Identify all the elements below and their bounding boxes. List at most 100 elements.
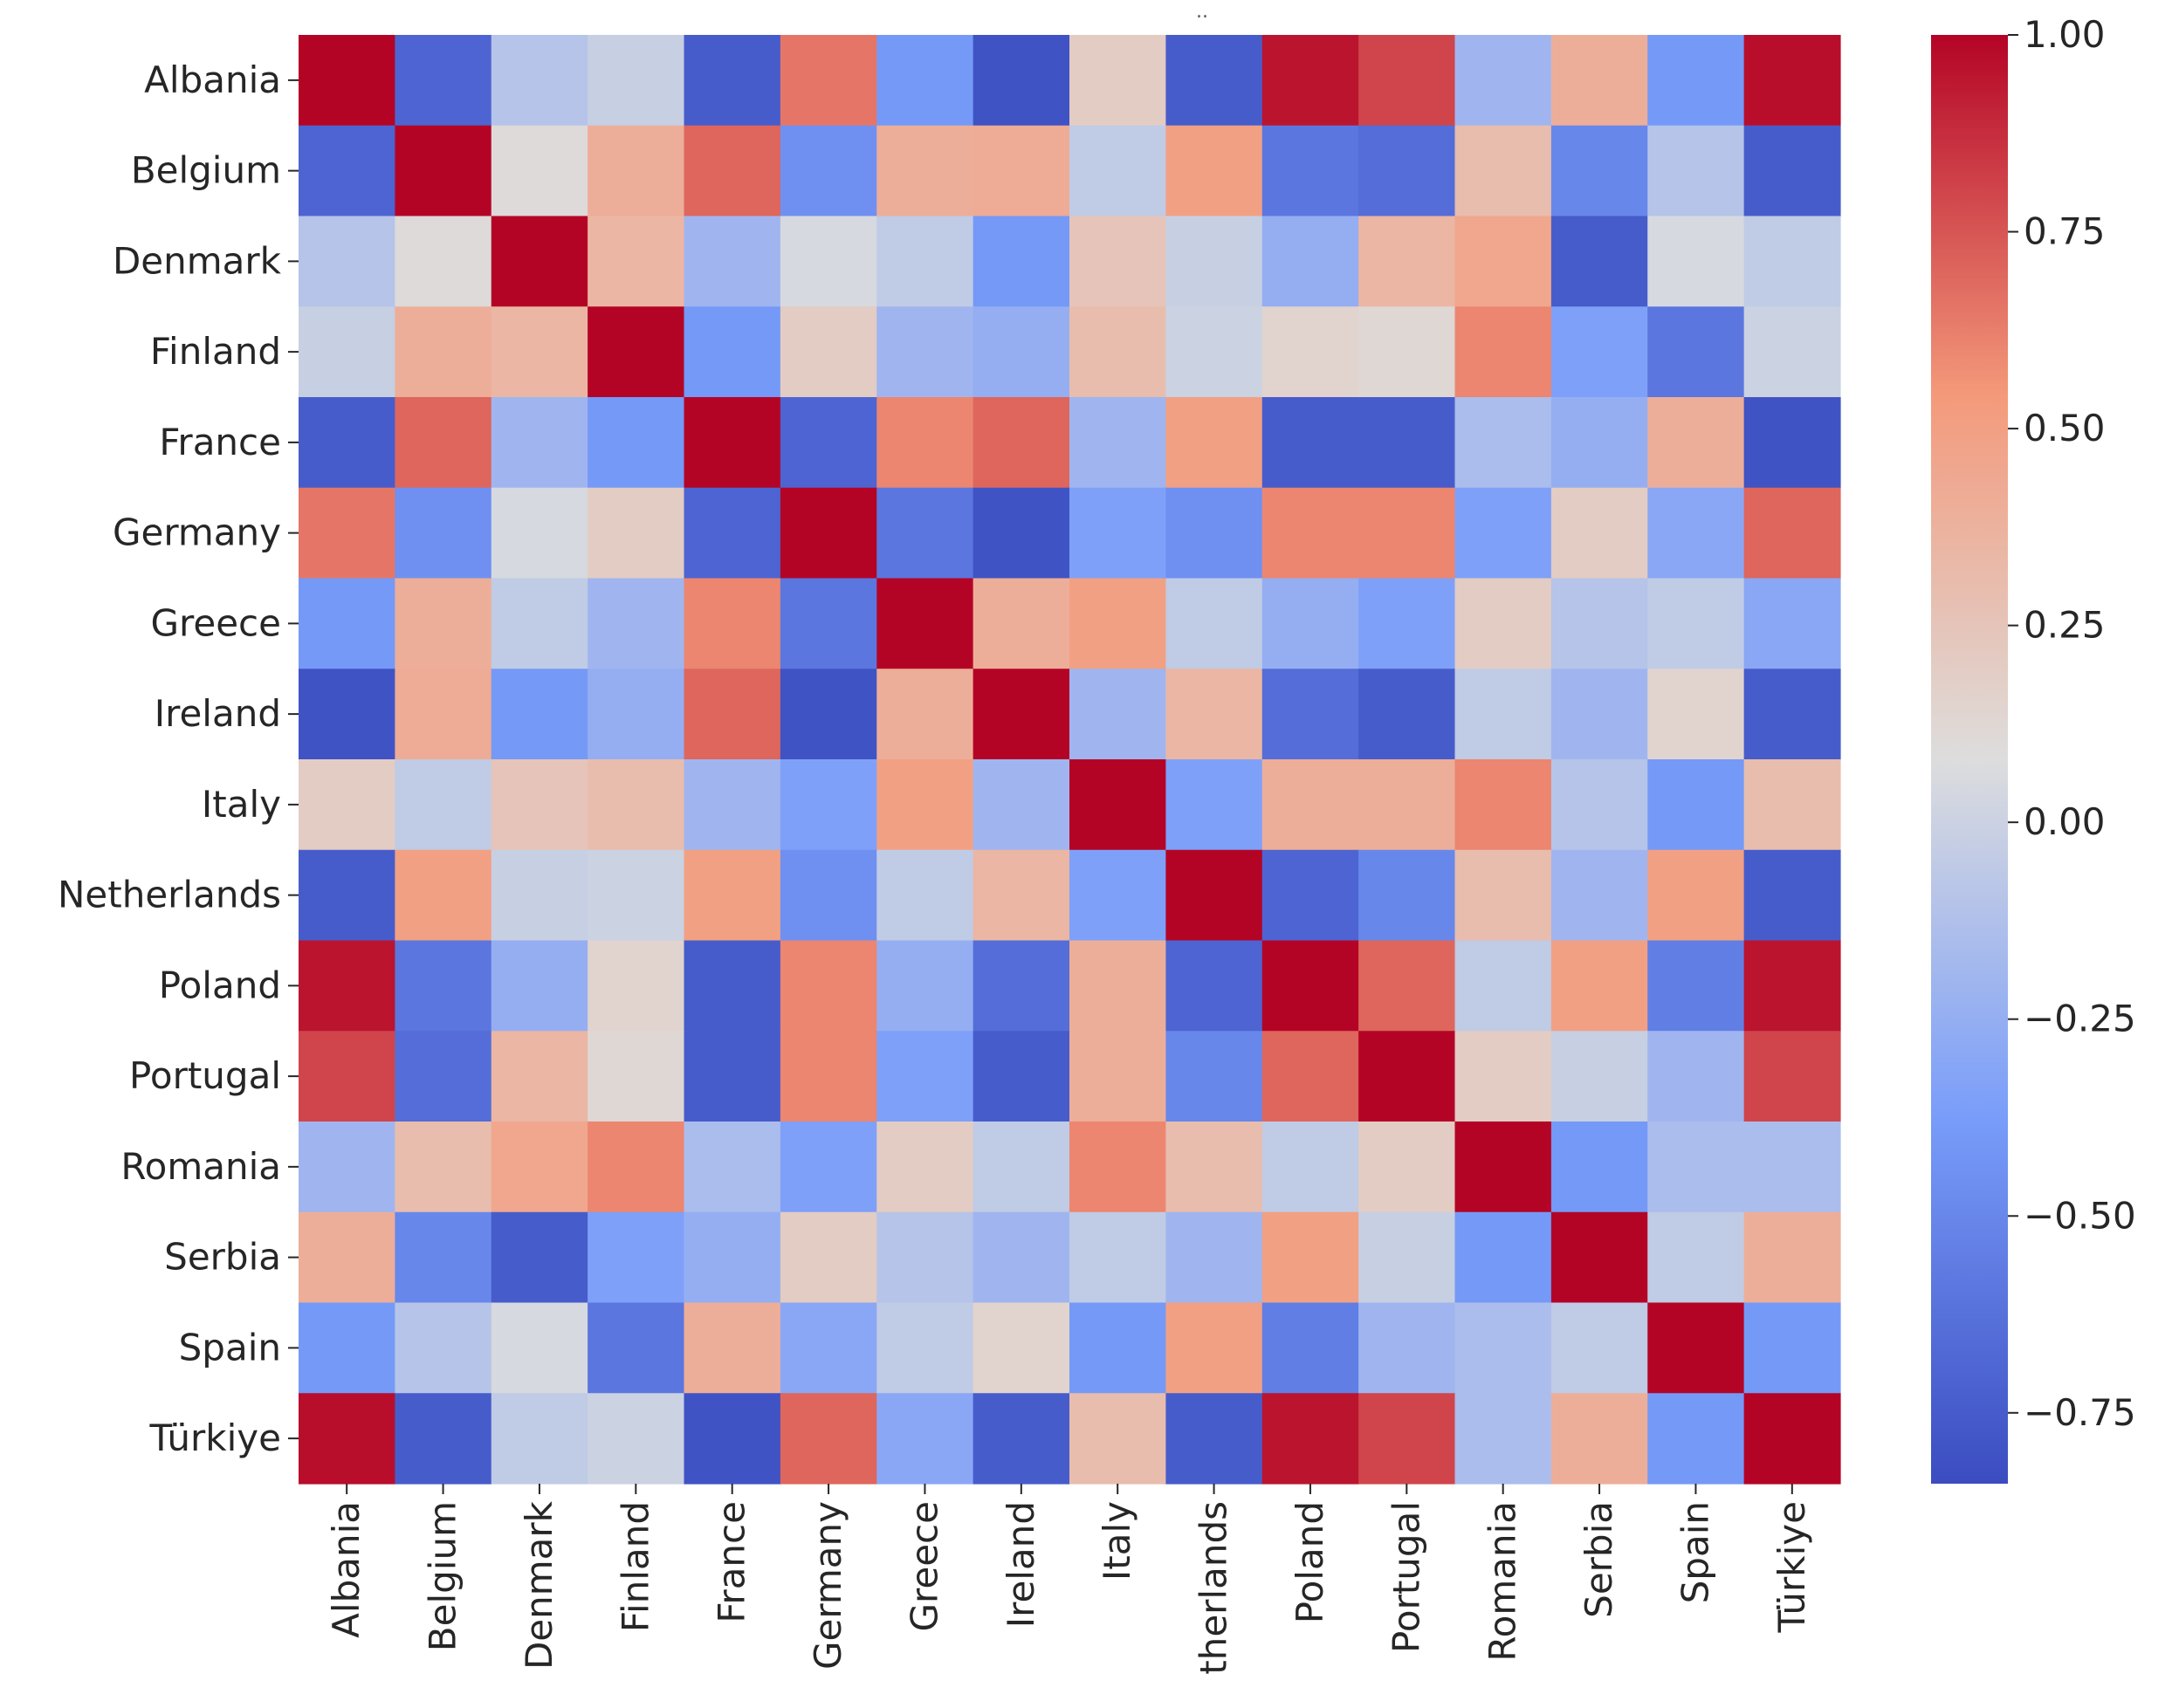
colorbar-tick-label: −0.50 [2024, 1194, 2136, 1237]
heatmap-cell-5-13 [1550, 487, 1648, 580]
heatmap-cell-15-14 [1647, 1393, 1745, 1485]
heatmap-cell-14-11 [1358, 1302, 1456, 1394]
heatmap-cell-12-0 [299, 1122, 395, 1213]
heatmap-cell-10-14 [1647, 940, 1745, 1032]
heatmap-cell-10-10 [1261, 940, 1359, 1032]
heatmap-cell-5-15 [1743, 487, 1841, 580]
heatmap-cell-7-1 [395, 669, 492, 760]
heatmap-cell-10-12 [1454, 940, 1552, 1032]
heatmap-cell-8-9 [1165, 759, 1263, 851]
heatmap-cell-4-2 [491, 397, 588, 489]
column-label: therlands [1193, 1501, 1235, 1675]
heatmap-cell-2-15 [1743, 216, 1841, 307]
heatmap-cell-7-2 [491, 669, 588, 760]
heatmap-cell-14-4 [684, 1302, 781, 1394]
heatmap-cell-10-4 [684, 940, 781, 1032]
heatmap-cell-4-10 [1261, 397, 1359, 489]
row-label: Türkiye [149, 1416, 281, 1459]
heatmap-cell-8-13 [1550, 759, 1648, 851]
heatmap-cell-14-9 [1165, 1302, 1263, 1394]
heatmap-cell-9-4 [684, 849, 781, 942]
heatmap-cell-14-10 [1261, 1302, 1359, 1394]
heatmap-cell-14-2 [491, 1302, 588, 1394]
column-label: Romania [1481, 1501, 1524, 1662]
heatmap-cell-9-5 [780, 849, 877, 942]
heatmap-cell-9-11 [1358, 849, 1456, 942]
heatmap-cell-3-9 [1165, 306, 1263, 398]
heatmap-cell-9-9 [1165, 849, 1263, 942]
row-labels: Albania Belgium Denmark Finland France German… [58, 58, 299, 1459]
heatmap-cell-13-2 [491, 1211, 588, 1304]
heatmap-cell-4-3 [588, 397, 685, 489]
heatmap-cell-5-0 [299, 487, 395, 580]
heatmap-cell-3-6 [876, 306, 974, 398]
heatmap-cell-5-4 [684, 487, 781, 580]
heatmap-cell-9-8 [1069, 849, 1166, 942]
heatmap-cell-0-10 [1261, 35, 1359, 127]
heatmap-cell-14-14 [1647, 1302, 1745, 1394]
heatmap-cell-6-5 [780, 578, 877, 669]
heatmap-cell-6-1 [395, 578, 492, 669]
heatmap-cell-10-1 [395, 940, 492, 1032]
heatmap-cell-7-4 [684, 669, 781, 760]
heatmap-cell-10-15 [1743, 940, 1841, 1032]
heatmap-cell-6-3 [588, 578, 685, 669]
heatmap-cell-8-10 [1261, 759, 1359, 851]
heatmap-cell-6-15 [1743, 578, 1841, 669]
heatmap-cell-1-5 [780, 125, 877, 217]
heatmap-cell-15-1 [395, 1393, 492, 1485]
column-label: Denmark [518, 1500, 560, 1670]
heatmap-cell-4-9 [1165, 397, 1263, 489]
column-label: Greece [903, 1501, 945, 1632]
heatmap-cell-12-10 [1261, 1122, 1359, 1213]
heatmap-cell-7-14 [1647, 669, 1745, 760]
heatmap-cell-0-4 [684, 35, 781, 127]
heatmap-cell-8-6 [876, 759, 974, 851]
heatmap-cell-11-3 [588, 1031, 685, 1122]
heatmap-cell-15-8 [1069, 1393, 1166, 1485]
heatmap-cell-8-5 [780, 759, 877, 851]
heatmap-cell-2-0 [299, 216, 395, 307]
heatmap-cell-12-1 [395, 1122, 492, 1213]
heatmap-cell-7-15 [1743, 669, 1841, 760]
heatmap-cell-10-6 [876, 940, 974, 1032]
heatmap-cell-5-11 [1358, 487, 1456, 580]
heatmap-cell-11-15 [1743, 1031, 1841, 1122]
row-label: Germany [113, 511, 281, 554]
heatmap-cell-7-5 [780, 669, 877, 760]
heatmap-cell-12-3 [588, 1122, 685, 1213]
heatmap-cell-9-0 [299, 849, 395, 942]
heatmap-cell-8-4 [684, 759, 781, 851]
heatmap-cell-3-11 [1358, 306, 1456, 398]
heatmap-cell-0-5 [780, 35, 877, 127]
heatmap-cell-0-12 [1454, 35, 1552, 127]
heatmap-cell-11-2 [491, 1031, 588, 1122]
row-label: Spain [179, 1326, 281, 1368]
heatmap-cell-13-13 [1550, 1211, 1648, 1304]
heatmap-cell-3-3 [588, 306, 685, 398]
heatmap-cell-12-7 [973, 1122, 1070, 1213]
heatmap-cell-1-11 [1358, 125, 1456, 217]
heatmap-cell-3-13 [1550, 306, 1648, 398]
heatmap-cell-14-13 [1550, 1302, 1648, 1394]
colorbar-tick-label: −0.25 [2024, 998, 2136, 1040]
heatmap-cell-15-10 [1261, 1393, 1359, 1485]
heatmap-cell-7-13 [1550, 669, 1648, 760]
heatmap-cell-15-3 [588, 1393, 685, 1485]
column-label: Ireland [1000, 1501, 1042, 1628]
heatmap-cell-3-1 [395, 306, 492, 398]
column-label: Türkiye [1770, 1501, 1813, 1633]
heatmap-cell-15-7 [973, 1393, 1070, 1485]
heatmap-cell-13-9 [1165, 1211, 1263, 1304]
heatmap-cell-10-13 [1550, 940, 1648, 1032]
heatmap-cell-15-9 [1165, 1393, 1263, 1485]
heatmap-cell-3-14 [1647, 306, 1745, 398]
heatmap-cell-13-5 [780, 1211, 877, 1304]
heatmap-cell-1-6 [876, 125, 974, 217]
heatmap-cell-5-3 [588, 487, 685, 580]
column-label: Spain [1674, 1501, 1716, 1603]
row-label: Italy [202, 783, 281, 826]
heatmap-cell-11-11 [1358, 1031, 1456, 1122]
heatmap-cell-4-7 [973, 397, 1070, 489]
heatmap-cell-7-10 [1261, 669, 1359, 760]
